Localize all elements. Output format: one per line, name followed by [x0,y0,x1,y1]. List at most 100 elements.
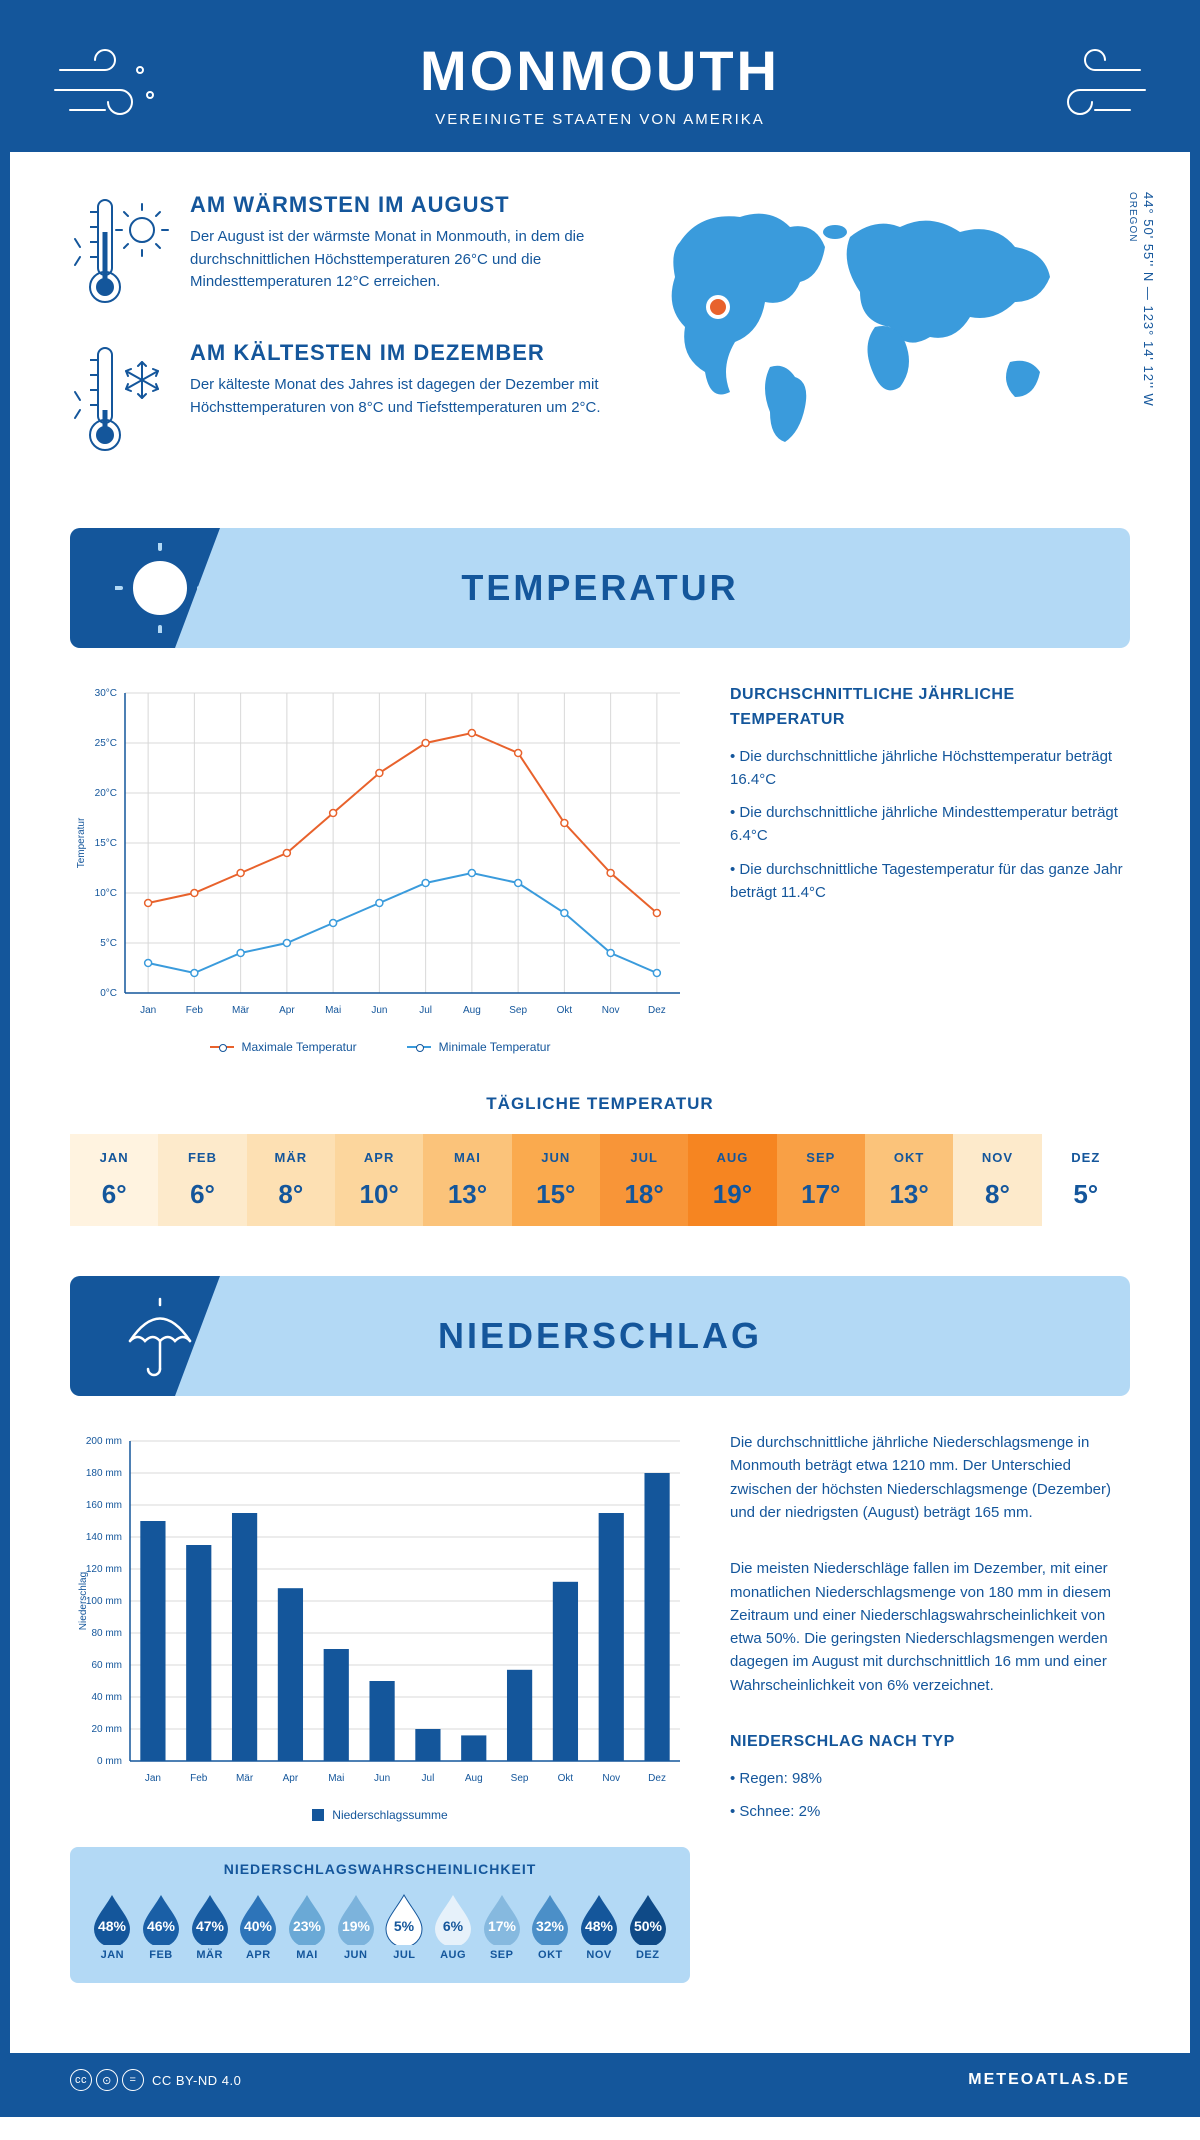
svg-text:Jul: Jul [419,1005,432,1016]
thermometer-snow-icon [70,340,170,460]
temp-info-title: DURCHSCHNITTLICHE JÄHRLICHE TEMPERATUR [730,683,1130,733]
drop-item: 47% MÄR [185,1891,234,1961]
svg-text:0°C: 0°C [100,988,117,999]
drop-item: 6% AUG [429,1891,478,1961]
daily-cell: JUN15° [512,1134,600,1226]
svg-text:120 mm: 120 mm [86,1564,122,1575]
daily-cell: JAN6° [70,1134,158,1226]
svg-text:100 mm: 100 mm [86,1596,122,1607]
svg-text:Jun: Jun [371,1005,387,1016]
section-title-temp: TEMPERATUR [70,567,1130,609]
fact-warm-text: Der August ist der wärmste Monat in Monm… [190,226,610,294]
page-subtitle: VEREINIGTE STAATEN VON AMERIKA [10,111,1190,128]
svg-text:5%: 5% [394,1918,415,1934]
svg-text:Okt: Okt [557,1005,573,1016]
cc-nd-icon: = [122,2069,144,2091]
svg-text:Nov: Nov [602,1773,620,1784]
svg-text:Nov: Nov [602,1005,620,1016]
drop-item: 46% FEB [137,1891,186,1961]
daily-cell: MAI13° [423,1134,511,1226]
svg-text:40%: 40% [244,1918,273,1934]
daily-cell: APR10° [335,1134,423,1226]
infographic-page: MONMOUTH VEREINIGTE STAATEN VON AMERIKA [0,0,1200,2117]
svg-text:Temperatur: Temperatur [76,817,87,868]
svg-text:Jan: Jan [140,1005,156,1016]
header: MONMOUTH VEREINIGTE STAATEN VON AMERIKA [10,10,1190,152]
precip-info-p1: Die durchschnittliche jährliche Niedersc… [730,1431,1130,1524]
svg-text:32%: 32% [536,1918,565,1934]
svg-text:20 mm: 20 mm [91,1724,122,1735]
svg-text:0 mm: 0 mm [97,1756,122,1767]
page-title: MONMOUTH [10,38,1190,103]
world-map-icon [640,192,1100,452]
svg-text:48%: 48% [98,1918,127,1934]
drop-item: 48% NOV [575,1891,624,1961]
svg-text:23%: 23% [293,1918,322,1934]
svg-text:46%: 46% [147,1918,176,1934]
svg-text:60 mm: 60 mm [91,1660,122,1671]
svg-text:Feb: Feb [190,1773,208,1784]
wind-icon [50,40,170,130]
svg-text:48%: 48% [585,1918,614,1934]
precip-type-title: NIEDERSCHLAG NACH TYP [730,1730,1130,1755]
svg-text:Dez: Dez [648,1773,666,1784]
section-banner-temperature: TEMPERATUR [70,528,1130,648]
precip-prob-title: NIEDERSCHLAGSWAHRSCHEINLICHKEIT [88,1861,672,1877]
precipitation-bar-chart: 0 mm20 mm40 mm60 mm80 mm100 mm120 mm140 … [70,1431,690,1791]
precip-info-p2: Die meisten Niederschläge fallen im Deze… [730,1557,1130,1697]
thermometer-sun-icon [70,192,170,312]
svg-text:Okt: Okt [558,1773,574,1784]
fact-warmest: AM WÄRMSTEN IM AUGUST Der August ist der… [70,192,610,312]
svg-text:Apr: Apr [283,1773,299,1784]
svg-text:Niederschlag: Niederschlag [78,1572,89,1630]
svg-text:6%: 6% [443,1918,464,1934]
svg-text:25°C: 25°C [95,738,117,749]
temp-info-b1: • Die durchschnittliche jährliche Höchst… [730,745,1130,792]
section-title-precip: NIEDERSCHLAG [70,1315,1130,1357]
drop-item: 32% OKT [526,1891,575,1961]
umbrella-icon [115,1291,205,1381]
drop-item: 48% JAN [88,1891,137,1961]
svg-text:140 mm: 140 mm [86,1532,122,1543]
wind-icon [1030,40,1150,130]
precip-info: Die durchschnittliche jährliche Niedersc… [730,1431,1130,1983]
daily-title: TÄGLICHE TEMPERATUR [70,1094,1130,1114]
section-banner-precip: NIEDERSCHLAG [70,1276,1130,1396]
temp-info-b3: • Die durchschnittliche Tagestemperatur … [730,858,1130,905]
svg-text:Mai: Mai [328,1773,344,1784]
svg-text:Apr: Apr [279,1005,295,1016]
svg-text:Aug: Aug [465,1773,483,1784]
svg-text:180 mm: 180 mm [86,1468,122,1479]
sun-icon [115,543,205,633]
svg-text:5°C: 5°C [100,938,117,949]
daily-cell: SEP17° [777,1134,865,1226]
footer: cc ⊙ = CC BY-ND 4.0 METEOATLAS.DE [10,2053,1190,2107]
svg-text:Aug: Aug [463,1005,481,1016]
svg-text:47%: 47% [196,1918,225,1934]
svg-text:Mär: Mär [232,1005,250,1016]
drop-item: 5% JUL [380,1891,429,1961]
svg-text:15°C: 15°C [95,838,117,849]
brand-label: METEOATLAS.DE [968,2071,1130,2089]
daily-cell: AUG19° [688,1134,776,1226]
svg-text:Feb: Feb [186,1005,204,1016]
svg-text:20°C: 20°C [95,788,117,799]
drop-item: 19% JUN [331,1891,380,1961]
daily-cell: JUL18° [600,1134,688,1226]
precip-type-2: • Schnee: 2% [730,1800,1130,1823]
temp-info: DURCHSCHNITTLICHE JÄHRLICHE TEMPERATUR •… [730,683,1130,1054]
svg-text:160 mm: 160 mm [86,1500,122,1511]
drop-item: 50% DEZ [623,1891,672,1961]
svg-text:Sep: Sep [509,1005,527,1016]
svg-text:30°C: 30°C [95,688,117,699]
fact-warm-title: AM WÄRMSTEN IM AUGUST [190,192,610,218]
svg-text:Jul: Jul [422,1773,435,1784]
daily-cell: MÄR8° [247,1134,335,1226]
daily-cell: NOV8° [953,1134,1041,1226]
svg-text:Jan: Jan [145,1773,161,1784]
drop-item: 40% APR [234,1891,283,1961]
legend-min: Minimale Temperatur [439,1040,551,1054]
cc-by-icon: ⊙ [96,2069,118,2091]
svg-text:10°C: 10°C [95,888,117,899]
cc-icon: cc [70,2069,92,2091]
